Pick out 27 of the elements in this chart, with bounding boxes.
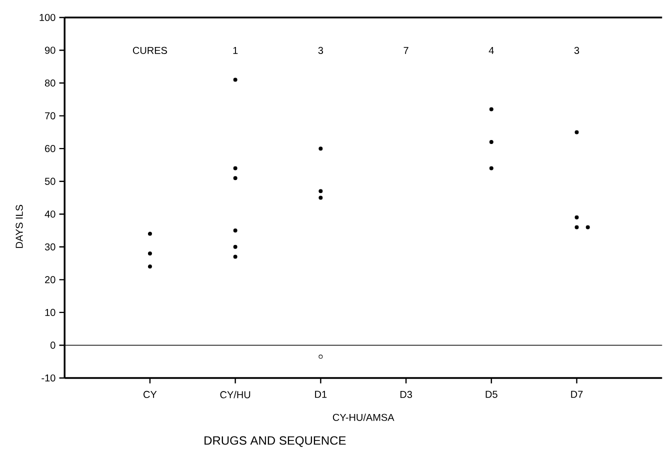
x-tick-label: D3 (400, 390, 412, 398)
y-tick-label: 90 (45, 46, 56, 54)
x-tick-label: CY/HU (220, 390, 250, 398)
annotation: 7 (404, 46, 408, 54)
annotation: CURES (132, 46, 167, 54)
y-tick-label: 70 (45, 112, 56, 120)
y-tick-label: 50 (44, 178, 56, 185)
y-axis-title: DAYS ILS (16, 204, 23, 248)
y-tick-label: 80 (44, 79, 56, 87)
annotation: 3 (574, 46, 580, 54)
x-tick-label: D1 (315, 390, 327, 398)
annotation: 3 (318, 46, 324, 54)
text: CY-HU/AMSA (332, 414, 394, 421)
y-tick-label: 60 (45, 145, 56, 152)
y-tick-label: 30 (44, 243, 56, 250)
y-tick-label: 10 (45, 308, 56, 316)
x-tick-label: D5 (486, 390, 498, 398)
x-tick-label: D7 (571, 390, 583, 398)
x-tick-label: CY (144, 390, 157, 398)
y-tick-label: -10 (42, 374, 56, 382)
y-tick-label: 100 (40, 14, 56, 22)
y-tick-label: 0 (50, 342, 56, 349)
annotation: 1 (233, 46, 238, 54)
x-axis-title: DRUGS AND SEQUENCE (204, 436, 346, 447)
annotation: 4 (488, 46, 494, 54)
y-tick-label: 20 (45, 276, 56, 284)
y-tick-label: 40 (44, 210, 56, 218)
